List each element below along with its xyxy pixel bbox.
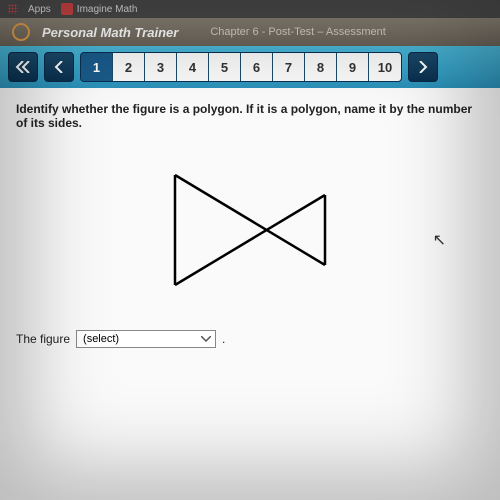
rewind-icon — [15, 61, 31, 73]
apps-grid-icon[interactable] — [8, 4, 18, 14]
first-button[interactable] — [8, 52, 38, 82]
bookmark-label: Imagine Math — [77, 4, 138, 15]
next-button[interactable] — [408, 52, 438, 82]
chapter-subtitle: Chapter 6 - Post-Test – Assessment — [210, 26, 385, 38]
question-btn-8[interactable]: 8 — [305, 53, 337, 81]
question-btn-3[interactable]: 3 — [145, 53, 177, 81]
question-btn-4[interactable]: 4 — [177, 53, 209, 81]
question-btn-6[interactable]: 6 — [241, 53, 273, 81]
question-btn-5[interactable]: 5 — [209, 53, 241, 81]
apps-label[interactable]: Apps — [28, 4, 51, 15]
question-number-nav: 1 2 3 4 5 6 7 8 9 10 — [80, 52, 402, 82]
cursor-icon: ↖ — [433, 230, 446, 250]
answer-select[interactable]: (select) — [76, 330, 216, 348]
bowtie-figure — [105, 155, 395, 305]
answer-label: The figure — [16, 332, 70, 346]
answer-row: The figure (select) . — [16, 330, 484, 348]
app-header: Personal Math Trainer Chapter 6 - Post-T… — [0, 18, 500, 46]
question-content: Identify whether the figure is a polygon… — [0, 88, 500, 500]
browser-bookmarks-bar: Apps Imagine Math — [0, 0, 500, 18]
figure-area: ↖ — [16, 150, 484, 310]
app-logo-icon — [12, 23, 30, 41]
bookmark-icon — [61, 3, 73, 15]
question-btn-7[interactable]: 7 — [273, 53, 305, 81]
answer-period: . — [222, 332, 225, 346]
bookmark-imagine-math[interactable]: Imagine Math — [61, 3, 138, 15]
question-btn-10[interactable]: 10 — [369, 53, 401, 81]
question-btn-2[interactable]: 2 — [113, 53, 145, 81]
back-icon — [53, 61, 65, 73]
forward-icon — [417, 61, 429, 73]
question-btn-9[interactable]: 9 — [337, 53, 369, 81]
question-text: Identify whether the figure is a polygon… — [16, 102, 484, 130]
prev-button[interactable] — [44, 52, 74, 82]
question-nav-bar: 1 2 3 4 5 6 7 8 9 10 — [0, 46, 500, 88]
question-btn-1[interactable]: 1 — [81, 53, 113, 81]
app-title: Personal Math Trainer — [42, 25, 178, 40]
